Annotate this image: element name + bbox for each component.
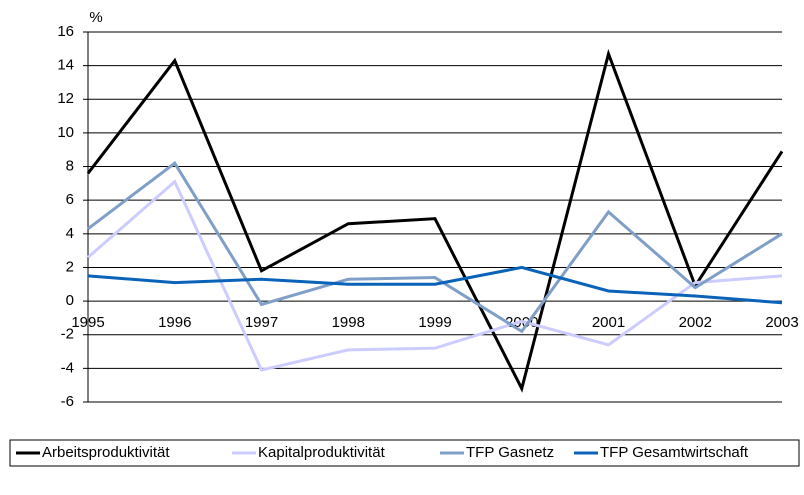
legend-box [9,439,800,467]
legend-label: TFP Gasnetz [466,444,554,461]
series-line [86,48,784,393]
y-tick-label: 10 [57,124,74,141]
y-tick-label: 12 [57,90,74,107]
y-tick-label: 8 [66,158,74,175]
y-tick-label: -6 [61,393,74,410]
series-line [87,265,783,305]
y-tick-label: -4 [61,359,74,376]
x-tick-label: 1997 [245,314,278,331]
y-tick-label: 0 [66,292,74,309]
y-tick-label: 16 [57,23,74,40]
y-tick-label: -2 [61,326,74,343]
legend-label: Arbeitsproduktivität [42,444,170,461]
x-tick-label: 2001 [592,314,625,331]
series-line [87,179,783,372]
x-tick-label: 2002 [679,314,712,331]
y-tick-label: 2 [66,258,74,275]
x-tick-label: 2003 [765,314,798,331]
x-tick-label: 1996 [158,314,191,331]
series-line [87,160,783,334]
y-axis-label: % [89,9,102,26]
x-tick-label: 1998 [332,314,365,331]
legend-label: Kapitalproduktivität [258,444,386,461]
legend-label: TFP Gesamtwirtschaft [600,444,749,461]
x-tick-label: 1999 [418,314,451,331]
y-tick-label: 6 [66,191,74,208]
x-tick-label: 1995 [71,314,104,331]
y-tick-label: 14 [57,57,74,74]
y-tick-label: 4 [66,225,74,242]
